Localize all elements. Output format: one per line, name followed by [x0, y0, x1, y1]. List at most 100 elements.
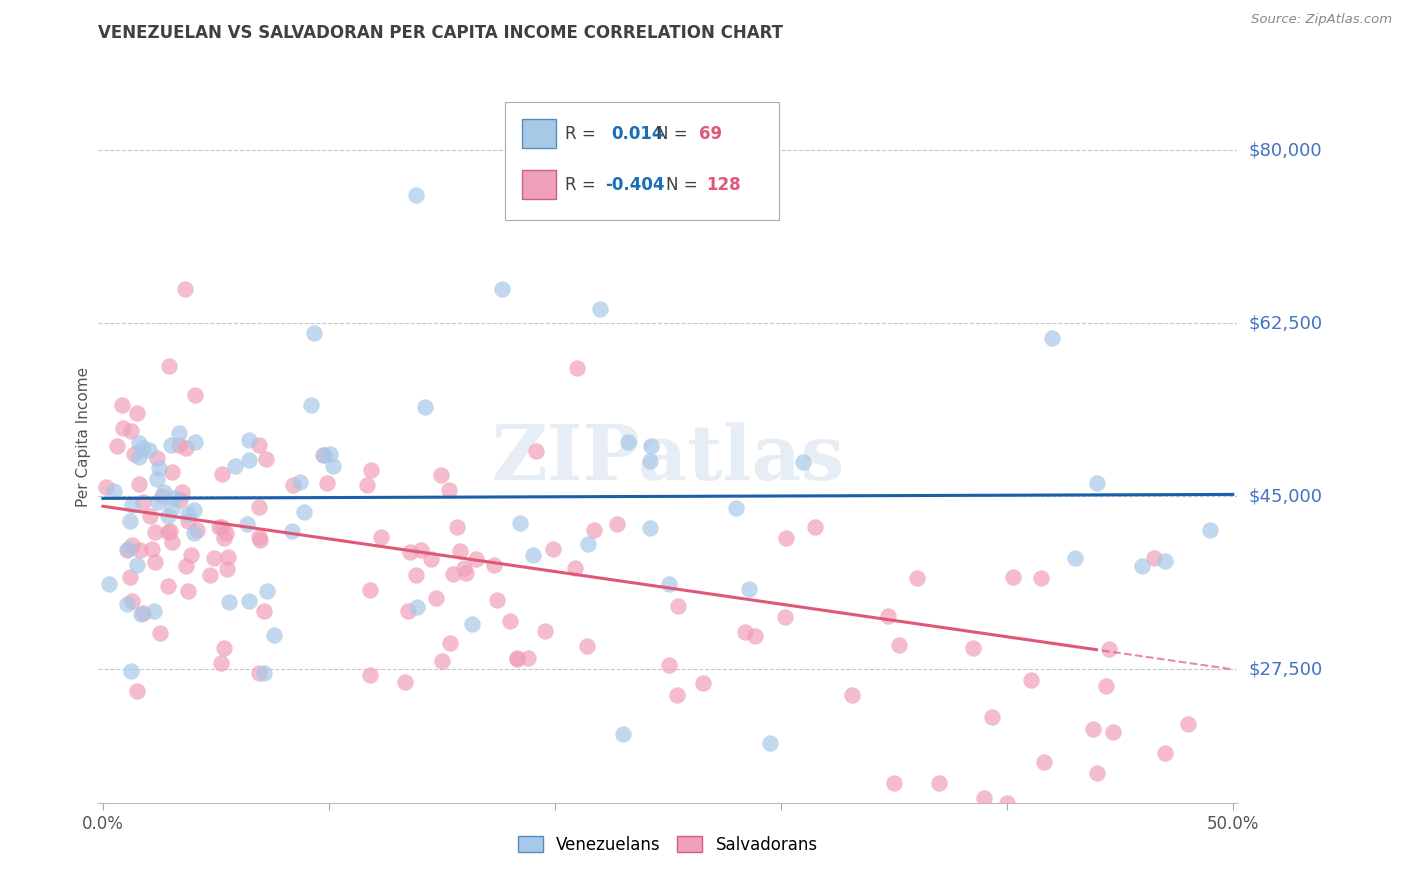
Point: [464, 551, 486, 566]
Point: [792, 455, 814, 469]
Point: [758, 737, 780, 751]
Point: [129, 607, 152, 621]
Point: [394, 675, 416, 690]
Point: [249, 533, 271, 548]
Point: [446, 520, 468, 534]
Point: [405, 568, 427, 582]
Point: [127, 684, 149, 698]
Point: [638, 454, 661, 468]
Text: $45,000: $45,000: [1249, 487, 1323, 506]
Point: [115, 542, 138, 557]
Point: [534, 624, 557, 639]
Point: [509, 516, 531, 531]
Point: [146, 450, 169, 465]
Point: [183, 526, 205, 541]
Point: [775, 531, 797, 545]
Point: [125, 406, 148, 420]
Text: R =: R =: [565, 176, 602, 194]
Point: [103, 484, 125, 499]
Point: [1095, 680, 1118, 694]
Point: [127, 558, 149, 572]
Point: [311, 448, 333, 462]
Text: $62,500: $62,500: [1249, 314, 1323, 333]
Text: 69: 69: [699, 125, 721, 143]
Point: [211, 467, 233, 482]
Point: [498, 614, 520, 628]
Point: [1040, 331, 1063, 345]
Point: [224, 459, 246, 474]
Point: [156, 579, 179, 593]
Point: [973, 790, 995, 805]
Text: N =: N =: [665, 176, 703, 194]
Point: [115, 597, 138, 611]
Text: Source: ZipAtlas.com: Source: ZipAtlas.com: [1251, 13, 1392, 27]
Point: [174, 558, 197, 573]
Point: [841, 688, 863, 702]
Point: [176, 441, 198, 455]
Point: [238, 453, 260, 467]
Point: [425, 591, 447, 606]
Legend: Venezuelans, Salvadorans: Venezuelans, Salvadorans: [512, 829, 824, 860]
Point: [638, 521, 661, 535]
Point: [1085, 766, 1108, 780]
Point: [405, 188, 427, 202]
Point: [128, 477, 150, 491]
Point: [118, 514, 141, 528]
Point: [461, 616, 484, 631]
Text: $80,000: $80,000: [1249, 142, 1322, 160]
Point: [143, 604, 166, 618]
Point: [1032, 756, 1054, 770]
Point: [962, 640, 984, 655]
Point: [456, 566, 478, 580]
Point: [152, 489, 174, 503]
Point: [744, 629, 766, 643]
Text: ZIPatlas: ZIPatlas: [491, 422, 845, 496]
Point: [439, 636, 461, 650]
Point: [160, 437, 183, 451]
Point: [118, 570, 141, 584]
Point: [138, 508, 160, 523]
Text: VENEZUELAN VS SALVADORAN PER CAPITA INCOME CORRELATION CHART: VENEZUELAN VS SALVADORAN PER CAPITA INCO…: [98, 24, 783, 42]
Point: [145, 472, 167, 486]
Point: [1063, 550, 1085, 565]
Point: [1154, 554, 1177, 568]
Point: [283, 478, 305, 492]
Point: [405, 600, 427, 615]
Point: [183, 434, 205, 449]
Point: [177, 507, 200, 521]
Point: [734, 625, 756, 640]
Point: [247, 438, 270, 452]
Point: [312, 448, 335, 462]
Point: [1154, 747, 1177, 761]
Point: [209, 656, 232, 670]
Point: [183, 388, 205, 402]
Point: [121, 537, 143, 551]
Point: [253, 666, 276, 681]
Point: [1085, 475, 1108, 490]
Point: [640, 439, 662, 453]
Point: [132, 441, 155, 455]
Point: [148, 460, 170, 475]
FancyBboxPatch shape: [522, 170, 557, 200]
Point: [803, 520, 825, 534]
Point: [160, 500, 183, 515]
Point: [247, 666, 270, 681]
Point: [141, 542, 163, 557]
Point: [981, 710, 1004, 724]
Point: [995, 796, 1018, 810]
Point: [302, 326, 325, 340]
Point: [128, 450, 150, 464]
Point: [281, 524, 304, 538]
Point: [1001, 570, 1024, 584]
Point: [485, 593, 508, 607]
Point: [211, 520, 233, 534]
Point: [160, 535, 183, 549]
Point: [606, 517, 628, 532]
Point: [170, 484, 193, 499]
Point: [143, 556, 166, 570]
Point: [399, 545, 422, 559]
Point: [1143, 551, 1166, 566]
Point: [138, 442, 160, 457]
Text: N =: N =: [657, 125, 693, 143]
Point: [143, 525, 166, 540]
